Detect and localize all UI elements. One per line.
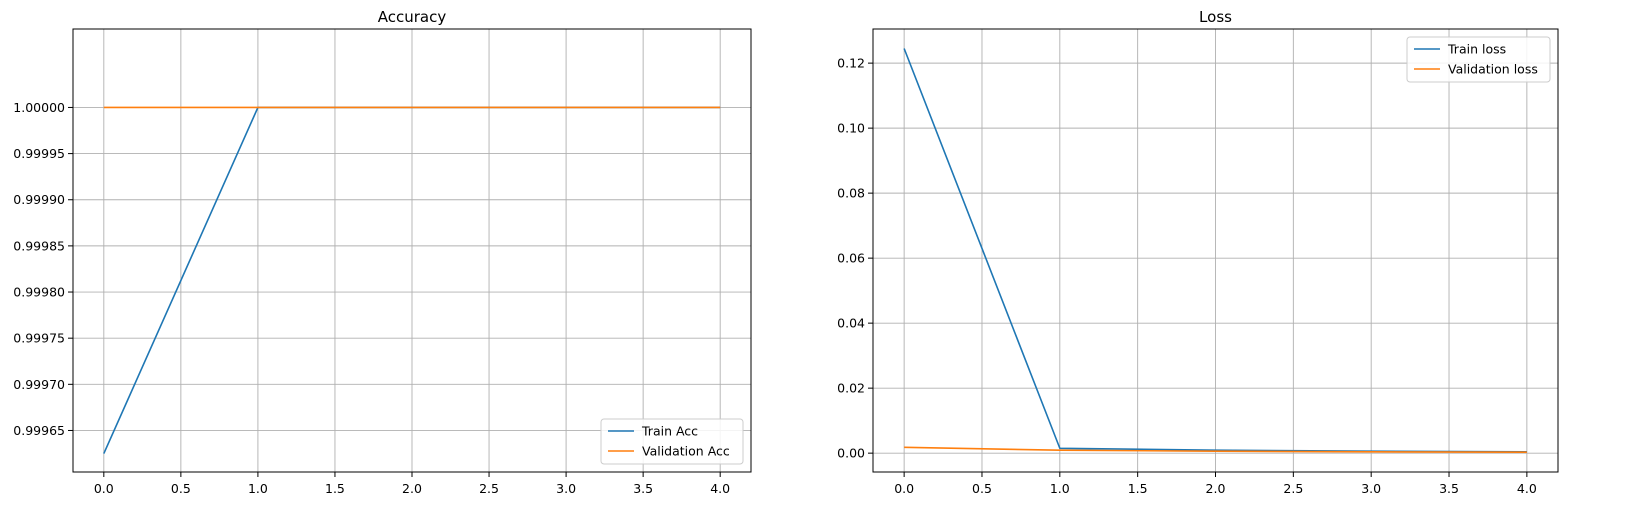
loss-x-tick-label: 3.0 bbox=[1361, 481, 1381, 496]
accuracy-y-tick-label: 0.99985 bbox=[13, 238, 65, 253]
accuracy-axes-frame bbox=[72, 28, 752, 473]
accuracy-chart-title: Accuracy bbox=[378, 8, 447, 26]
loss-x-tick-label: 0.0 bbox=[894, 481, 914, 496]
accuracy-x-tick-label: 2.5 bbox=[479, 481, 499, 496]
accuracy-x-tick-label: 0.5 bbox=[171, 481, 191, 496]
loss-series-line-validation bbox=[904, 446, 1527, 453]
loss-x-tick-label: 1.0 bbox=[1050, 481, 1070, 496]
loss-legend: Train loss Validation loss bbox=[1406, 36, 1551, 83]
accuracy-y-tick-label: 1.00000 bbox=[13, 100, 65, 115]
accuracy-x-tick-label: 4.0 bbox=[710, 481, 730, 496]
loss-axes-frame bbox=[872, 28, 1559, 473]
accuracy-y-tick-label: 0.99975 bbox=[13, 331, 65, 346]
loss-x-tick-label: 1.5 bbox=[1128, 481, 1148, 496]
accuracy-legend-label: Validation Acc bbox=[642, 444, 730, 459]
accuracy-y-tick-label: 0.99970 bbox=[13, 377, 65, 392]
loss-x-tick-label: 2.0 bbox=[1206, 481, 1226, 496]
loss-y-tick-label: 0.10 bbox=[837, 121, 865, 136]
loss-chart-title: Loss bbox=[1199, 8, 1232, 26]
accuracy-y-tick-label: 0.99980 bbox=[13, 285, 65, 300]
loss-y-tick-label: 0.06 bbox=[837, 251, 865, 266]
loss-x-tick-label: 4.0 bbox=[1517, 481, 1537, 496]
loss-legend-box bbox=[1406, 36, 1551, 83]
accuracy-x-tick-label: 3.0 bbox=[556, 481, 576, 496]
loss-y-tick-label: 0.00 bbox=[837, 446, 865, 461]
accuracy-y-tick-label: 0.99965 bbox=[13, 423, 65, 438]
accuracy-x-tick-label: 1.5 bbox=[325, 481, 345, 496]
accuracy-legend: Train Acc Validation Acc bbox=[600, 418, 744, 465]
accuracy-legend-box bbox=[600, 418, 744, 465]
accuracy-chart: Accuracy 0.0 0.5 1.0 1.5 2.0 2.5 3.0 3.5 4.0 0.99… bbox=[13, 8, 752, 496]
loss-legend-label: Validation loss bbox=[1448, 62, 1538, 77]
accuracy-y-tick-label: 0.99995 bbox=[13, 146, 65, 161]
accuracy-y-tick-label: 0.99990 bbox=[13, 192, 65, 207]
accuracy-x-tick-label: 0.0 bbox=[94, 481, 114, 496]
loss-x-tick-label: 0.5 bbox=[972, 481, 992, 496]
accuracy-legend-label: Train Acc bbox=[641, 424, 698, 439]
loss-x-tick-label: 3.5 bbox=[1439, 481, 1459, 496]
loss-chart: Loss 0.0 0.5 1.0 1.5 2.0 2.5 3.0 3.5 4.0 0.00 0.02… bbox=[837, 8, 1559, 496]
accuracy-x-tick-label: 3.5 bbox=[633, 481, 653, 496]
loss-y-tick-label: 0.02 bbox=[837, 381, 865, 396]
loss-y-tick-label: 0.04 bbox=[837, 316, 865, 331]
loss-x-tick-label: 2.5 bbox=[1283, 481, 1303, 496]
loss-legend-label: Train loss bbox=[1447, 42, 1506, 57]
loss-y-tick-label: 0.12 bbox=[837, 56, 865, 71]
loss-y-tick-label: 0.08 bbox=[837, 186, 865, 201]
accuracy-x-tick-label: 2.0 bbox=[402, 481, 422, 496]
accuracy-x-tick-label: 1.0 bbox=[248, 481, 268, 496]
